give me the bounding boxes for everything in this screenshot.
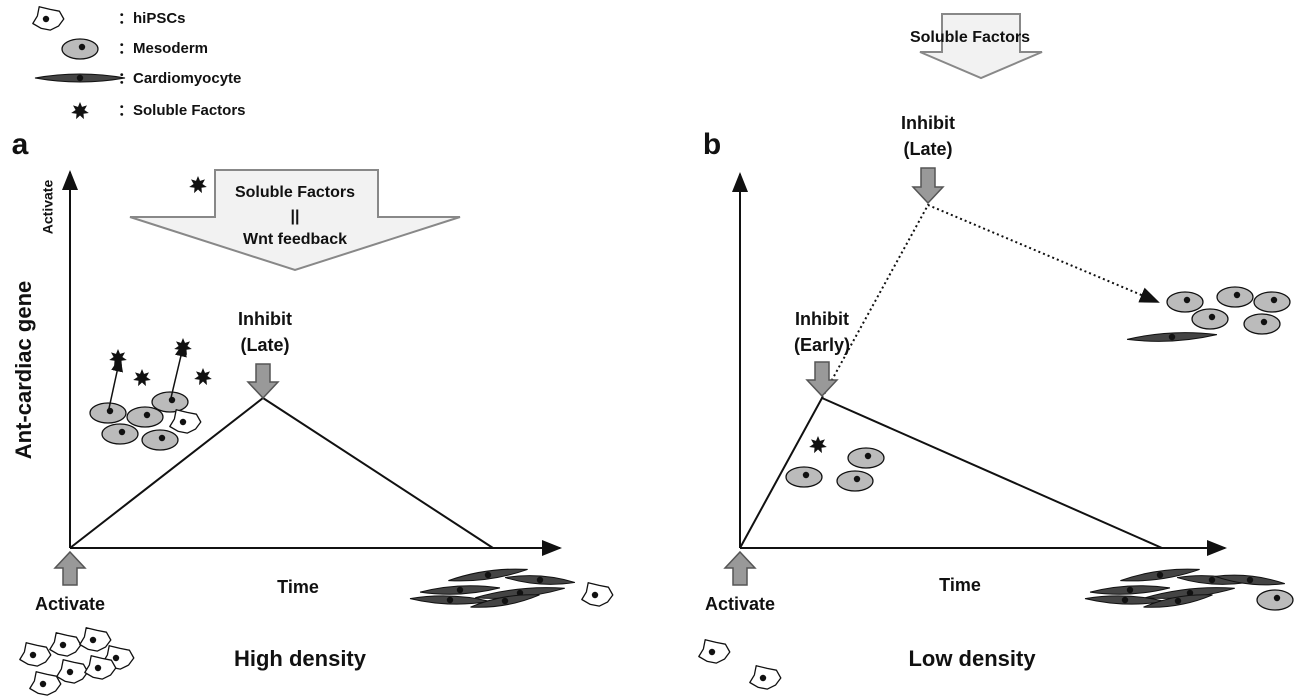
- legend-label: ：hiPSCs: [118, 10, 186, 27]
- nucleus: [144, 412, 150, 418]
- legend-label: ：Soluble Factors: [118, 102, 246, 119]
- legend-label: ：Cardiomyocyte: [118, 70, 241, 87]
- inhibit-label: Inhibit: [795, 309, 849, 329]
- banner-text: Wnt feedback: [243, 231, 347, 248]
- banner-text: Soluble Factors: [235, 184, 355, 201]
- nucleus: [709, 649, 715, 655]
- soluble-factor: [109, 349, 127, 366]
- nucleus: [1234, 292, 1240, 298]
- legend-label: ：Mesoderm: [118, 40, 208, 57]
- x-axis-label: Time: [277, 577, 319, 597]
- nucleus: [113, 655, 119, 661]
- inhibit-label: (Late): [904, 139, 953, 159]
- dotted-path: [822, 205, 1158, 398]
- nucleus: [1184, 297, 1190, 303]
- nucleus: [43, 16, 49, 22]
- nucleus: [1157, 572, 1163, 578]
- inhibit-label: Inhibit: [901, 113, 955, 133]
- soluble-factor: [809, 436, 827, 453]
- nucleus: [67, 669, 73, 675]
- nucleus: [60, 642, 66, 648]
- gray-arrow: [725, 552, 755, 585]
- nucleus: [502, 598, 508, 604]
- nucleus: [1209, 314, 1215, 320]
- nucleus: [159, 435, 165, 441]
- nucleus: [1271, 297, 1277, 303]
- gray-arrow: [248, 364, 278, 398]
- nucleus: [447, 597, 453, 603]
- soluble-factor: [189, 176, 207, 193]
- gray-arrow: [913, 168, 943, 203]
- banner-text: ||: [291, 208, 300, 225]
- nucleus: [1247, 577, 1253, 583]
- panel-letter: b: [703, 128, 721, 161]
- activate-label: Activate: [35, 594, 105, 614]
- nucleus: [40, 681, 46, 687]
- caption: High density: [234, 646, 367, 671]
- nucleus: [865, 453, 871, 459]
- nucleus: [457, 587, 463, 593]
- figure: ：hiPSCs ：Mesoderm ：Cardiomyocyte ：Solubl…: [0, 0, 1304, 697]
- soluble-factor: [194, 368, 212, 385]
- nucleus: [1127, 587, 1133, 593]
- inhibit-label: (Late): [241, 335, 290, 355]
- nucleus: [180, 419, 186, 425]
- nucleus: [537, 577, 543, 583]
- x-axis-label: Time: [939, 575, 981, 595]
- nucleus: [592, 592, 598, 598]
- nucleus: [1274, 595, 1280, 601]
- soluble-factor: [174, 338, 192, 355]
- nucleus: [803, 472, 809, 478]
- nucleus: [1209, 577, 1215, 583]
- nucleus: [95, 665, 101, 671]
- nucleus: [1261, 319, 1267, 325]
- soluble-factor: [133, 369, 151, 386]
- inhibit-label: Inhibit: [238, 309, 292, 329]
- nucleus: [79, 44, 85, 50]
- inhibit-label: (Early): [794, 335, 850, 355]
- caption: Low density: [908, 646, 1036, 671]
- nucleus: [1169, 334, 1175, 340]
- activate-label: Activate: [705, 594, 775, 614]
- soluble-factor: [71, 102, 89, 119]
- y-axis-top: Activate: [40, 180, 56, 235]
- banner-text: Soluble Factors: [910, 29, 1030, 46]
- panel-letter: a: [12, 128, 29, 161]
- nucleus: [1122, 597, 1128, 603]
- nucleus: [30, 652, 36, 658]
- y-axis-label: Ant-cardiac gene: [11, 281, 36, 460]
- nucleus: [485, 572, 491, 578]
- nucleus: [1175, 598, 1181, 604]
- nucleus: [854, 476, 860, 482]
- nucleus: [119, 429, 125, 435]
- nucleus: [77, 75, 83, 81]
- gray-arrow: [55, 552, 85, 585]
- nucleus: [90, 637, 96, 643]
- nucleus: [760, 675, 766, 681]
